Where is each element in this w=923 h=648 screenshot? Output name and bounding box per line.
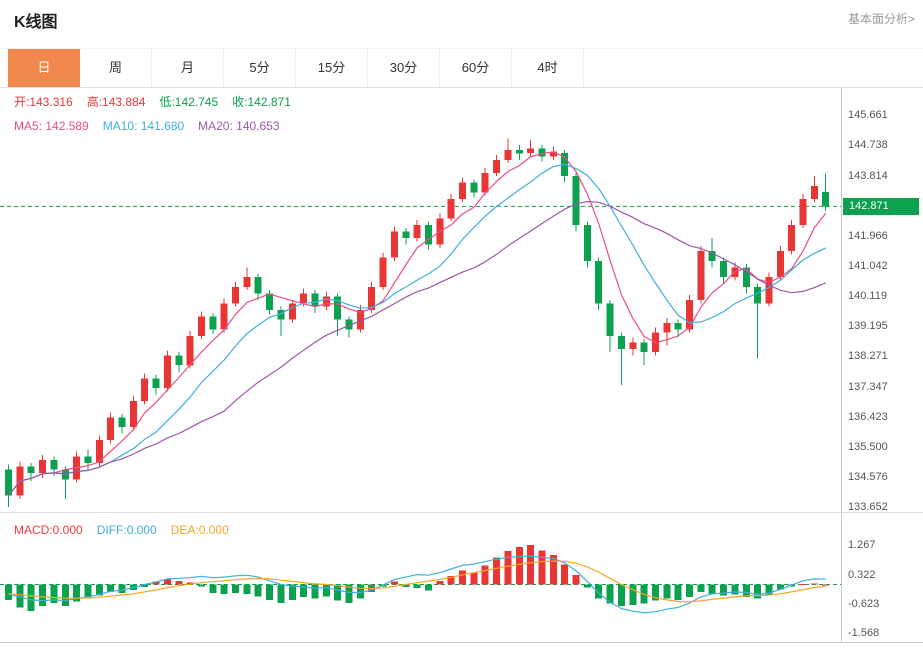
current-price-tag: 142.871	[843, 198, 919, 215]
price-axis-label: 137.347	[848, 381, 888, 393]
legend-item: MACD:0.000	[14, 523, 83, 537]
legend-item: MA10: 141.680	[102, 119, 185, 133]
tab-30分[interactable]: 30分	[368, 49, 440, 87]
axis-divider-line	[841, 88, 842, 642]
price-axis: 145.661 144.738 143.814 141.966 141.042 140.1…	[842, 0, 923, 648]
tab-日[interactable]: 日	[8, 49, 80, 87]
price-axis-label: 140.119	[848, 290, 887, 302]
ma-legend: MA5: 142.589 MA10: 141.680 MA20: 140.653	[14, 119, 294, 133]
price-axis-label: 145.661	[848, 109, 888, 121]
page-header: K线图 基本面分析>	[0, 0, 923, 34]
legend-item: DEA:0.000	[170, 523, 229, 537]
price-axis-label: 133.652	[848, 501, 888, 513]
macd-axis-label: 1.267	[848, 539, 876, 551]
legend-item: DIFF:0.000	[96, 523, 157, 537]
ohlc-legend: 开:143.316 高:143.884 低:142.745 收:142.871	[14, 93, 305, 110]
price-axis-label: 134.576	[848, 471, 888, 483]
price-axis-label: 136.423	[848, 411, 888, 423]
legend-item: MA20: 140.653	[198, 119, 280, 133]
price-axis-label: 143.814	[848, 170, 888, 182]
dea-line	[8, 560, 826, 603]
page-title: K线图	[14, 14, 58, 31]
ma20-line	[8, 200, 826, 497]
legend-item: 开:143.316	[14, 95, 73, 109]
price-axis-label: 141.966	[848, 230, 888, 242]
tab-15分[interactable]: 15分	[296, 49, 368, 87]
macd-axis-label: -0.623	[848, 598, 880, 610]
macd-axis-label: 0.322	[848, 569, 876, 581]
price-axis-label: 141.042	[848, 260, 888, 272]
legend-item: 低:142.745	[159, 95, 219, 109]
macd-histogram	[5, 545, 830, 611]
legend-item: MA5: 142.589	[14, 119, 89, 133]
macd-axis-label: -1.568	[848, 627, 880, 639]
tab-5分[interactable]: 5分	[224, 49, 296, 87]
legend-item: 收:142.871	[232, 95, 291, 109]
price-axis-label: 139.195	[848, 320, 888, 332]
tab-周[interactable]: 周	[80, 49, 152, 87]
tab-月[interactable]: 月	[152, 49, 224, 87]
legend-item: 高:143.884	[86, 95, 146, 109]
diff-line	[8, 555, 826, 614]
price-axis-label: 144.738	[848, 139, 888, 151]
price-axis-label: 138.271	[848, 350, 888, 362]
macd-legend: MACD:0.000 DIFF:0.000 DEA:0.000	[14, 523, 243, 537]
chart-bottom-line	[0, 642, 923, 643]
candlestick-chart[interactable]	[0, 88, 842, 512]
tab-4时[interactable]: 4时	[512, 49, 584, 87]
panel-separator-line	[0, 512, 923, 513]
macd-chart[interactable]	[0, 518, 842, 642]
price-axis-label: 135.500	[848, 441, 888, 453]
tab-60分[interactable]: 60分	[440, 49, 512, 87]
timeframe-tab-bar: 日周月 5分 15分 30分 60分 4时	[0, 48, 923, 88]
fundamental-analysis-link[interactable]: 基本面分析>	[847, 12, 915, 26]
macd-axis: 1.267 0.322 -0.623 -1.568	[842, 0, 923, 648]
ma5-line	[8, 151, 827, 497]
ma10-line	[8, 163, 826, 497]
